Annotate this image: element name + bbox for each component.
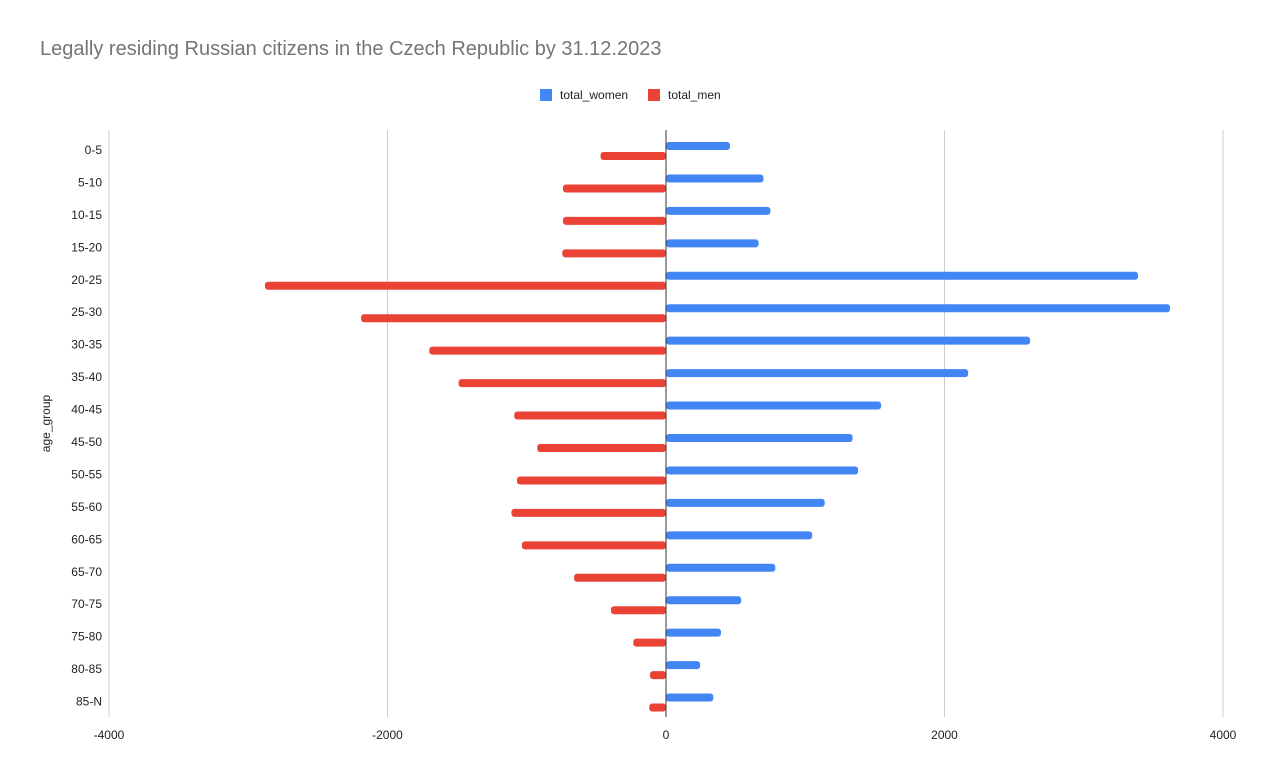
- bar-women-30-35[interactable]: [666, 336, 1031, 345]
- x-tick-label: 2000: [931, 728, 958, 742]
- bar-women-0-5[interactable]: [666, 142, 731, 150]
- y-tick-label: 40-45: [71, 403, 102, 417]
- y-tick-label: 45-50: [71, 435, 102, 449]
- bar-women-75-80[interactable]: [666, 628, 722, 637]
- bar-men-40-45[interactable]: [514, 411, 666, 420]
- bar-women-5-10[interactable]: [666, 174, 764, 183]
- bar-women-60-65[interactable]: [666, 531, 813, 540]
- bar-women-40-45[interactable]: [666, 401, 882, 410]
- bar-men-70-75[interactable]: [610, 606, 666, 615]
- y-tick-label: 0-5: [85, 143, 103, 157]
- bar-women-35-40[interactable]: [666, 369, 969, 378]
- x-tick-label: 4000: [1210, 728, 1237, 742]
- y-tick-label: 75-80: [71, 630, 102, 644]
- bar-women-80-85[interactable]: [666, 661, 701, 670]
- x-tick-label: -2000: [372, 728, 403, 742]
- bar-men-10-15[interactable]: [562, 216, 666, 225]
- y-tick-label: 10-15: [71, 208, 102, 222]
- bar-men-75-80[interactable]: [633, 638, 666, 647]
- legend-label-men: total_men: [668, 88, 721, 102]
- y-tick-label: 60-65: [71, 532, 102, 546]
- bars: [264, 142, 1171, 712]
- legend-swatch-women: [540, 89, 552, 101]
- y-axis-title: age_group: [39, 394, 53, 452]
- x-tick-label: 0: [663, 728, 670, 742]
- y-tick-label: 25-30: [71, 305, 102, 319]
- y-tick-label: 55-60: [71, 500, 102, 514]
- chart-title: Legally residing Russian citizens in the…: [40, 38, 662, 60]
- bar-men-20-25[interactable]: [264, 281, 666, 290]
- y-tick-label: 30-35: [71, 338, 102, 352]
- bar-men-0-5[interactable]: [600, 152, 666, 160]
- bar-women-20-25[interactable]: [666, 271, 1139, 280]
- bar-men-55-60[interactable]: [511, 508, 666, 517]
- legend: total_women total_men: [0, 88, 1263, 106]
- y-tick-label: 20-25: [71, 273, 102, 287]
- x-tick-label: -4000: [94, 728, 125, 742]
- bar-women-45-50[interactable]: [666, 434, 853, 442]
- bar-women-25-30[interactable]: [666, 304, 1171, 313]
- y-tick-label: 80-85: [71, 662, 102, 676]
- y-tick-label: 5-10: [78, 175, 102, 189]
- bar-women-70-75[interactable]: [666, 596, 742, 605]
- bar-women-55-60[interactable]: [666, 498, 825, 507]
- grid-lines: [108, 130, 1224, 717]
- legend-swatch-men: [648, 89, 660, 101]
- bar-men-45-50[interactable]: [537, 444, 666, 452]
- bar-men-15-20[interactable]: [562, 249, 666, 258]
- legend-item-men[interactable]: total_men: [648, 88, 721, 102]
- legend-label-women: total_women: [560, 88, 629, 102]
- bar-women-65-70[interactable]: [666, 563, 776, 572]
- y-tick-label: 50-55: [71, 467, 102, 481]
- bar-men-65-70[interactable]: [574, 573, 666, 582]
- bar-men-50-55[interactable]: [517, 476, 666, 485]
- tick-labels: -4000 -2000 0 2000 4000 0-5 5-10 10-15 15-20 20-2…: [39, 143, 1237, 742]
- bar-women-50-55[interactable]: [666, 466, 859, 475]
- bar-men-30-35[interactable]: [429, 346, 666, 355]
- y-tick-label: 85-N: [76, 695, 102, 709]
- bar-women-85-N[interactable]: [666, 693, 714, 702]
- bar-women-10-15[interactable]: [666, 206, 771, 215]
- y-tick-label: 15-20: [71, 240, 102, 254]
- y-tick-label: 65-70: [71, 565, 102, 579]
- bar-men-60-65[interactable]: [521, 541, 666, 550]
- y-tick-label: 70-75: [71, 597, 102, 611]
- bar-men-5-10[interactable]: [562, 184, 666, 193]
- y-tick-label: 35-40: [71, 370, 102, 384]
- bar-men-25-30[interactable]: [361, 314, 666, 323]
- bar-women-15-20[interactable]: [666, 239, 759, 248]
- legend-item-women[interactable]: total_women: [540, 88, 628, 102]
- bar-men-80-85[interactable]: [649, 671, 666, 680]
- bar-men-85-N[interactable]: [649, 703, 666, 712]
- bar-men-35-40[interactable]: [458, 379, 666, 388]
